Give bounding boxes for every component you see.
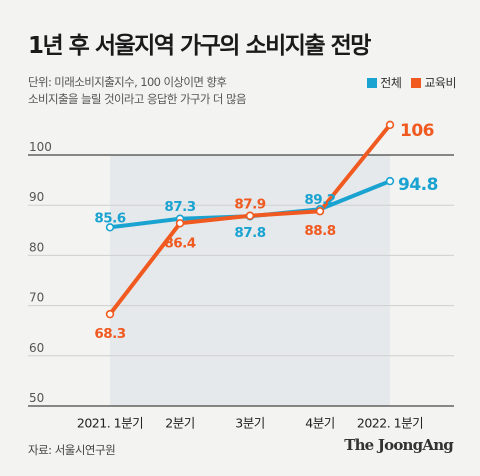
y-tick-label: 100 bbox=[29, 140, 52, 154]
data-label-education: 87.9 bbox=[234, 197, 265, 213]
data-label-education: 86.4 bbox=[164, 235, 195, 251]
forecast-area bbox=[110, 155, 390, 406]
data-label-education: 88.8 bbox=[304, 223, 335, 239]
x-tick-label: 3분기 bbox=[235, 416, 264, 431]
data-point-total bbox=[105, 223, 115, 232]
data-label-total: 87.3 bbox=[164, 199, 195, 215]
data-label-total: 89.2 bbox=[304, 192, 335, 208]
data-label-total: 87.8 bbox=[234, 225, 265, 241]
subtitle-line-2: 소비지출을 늘릴 것이라고 응답한 가구가 더 많음 bbox=[28, 92, 247, 106]
subtitle-line-1: 단위: 미래소비지출지수, 100 이상이면 향후 bbox=[28, 75, 227, 89]
data-label-total: 85.6 bbox=[94, 210, 125, 226]
legend: 전체 교육비 bbox=[367, 74, 456, 91]
legend-label-total: 전체 bbox=[380, 76, 402, 90]
chart-subtitle: 단위: 미래소비지출지수, 100 이상이면 향후 소비지출을 늘릴 것이라고 … bbox=[28, 74, 247, 108]
legend-item-total: 전체 bbox=[367, 74, 402, 91]
y-tick-label: 60 bbox=[29, 341, 44, 355]
legend-swatch-education bbox=[411, 77, 422, 88]
y-tick-label: 90 bbox=[29, 190, 44, 204]
legend-label-education: 교육비 bbox=[424, 76, 456, 90]
data-point-education bbox=[105, 309, 115, 319]
brand-logo: The JoongAng bbox=[344, 436, 454, 454]
data-label-education: 68.3 bbox=[94, 326, 125, 342]
legend-swatch-total bbox=[367, 77, 378, 88]
y-tick-label: 50 bbox=[29, 391, 44, 405]
data-point-education bbox=[175, 219, 185, 228]
x-tick-label: 2022. 1분기 bbox=[357, 416, 423, 431]
x-tick-label: 4분기 bbox=[305, 416, 334, 431]
source-note: 자료: 서울시연구원 bbox=[28, 443, 116, 457]
y-tick-label: 80 bbox=[29, 240, 44, 254]
data-point-total bbox=[385, 176, 395, 186]
x-tick-label: 2분기 bbox=[165, 416, 194, 431]
y-tick-label: 70 bbox=[29, 291, 44, 305]
data-label-education: 106 bbox=[400, 121, 434, 141]
data-label-total: 94.8 bbox=[398, 175, 438, 195]
legend-item-education: 교육비 bbox=[411, 74, 456, 91]
data-point-education bbox=[315, 207, 325, 216]
data-point-education bbox=[385, 120, 395, 130]
data-point-education bbox=[245, 211, 255, 220]
chart-title: 1년 후 서울지역 가구의 소비지출 전망 bbox=[28, 33, 371, 59]
x-tick-label: 2021. 1분기 bbox=[77, 416, 143, 431]
